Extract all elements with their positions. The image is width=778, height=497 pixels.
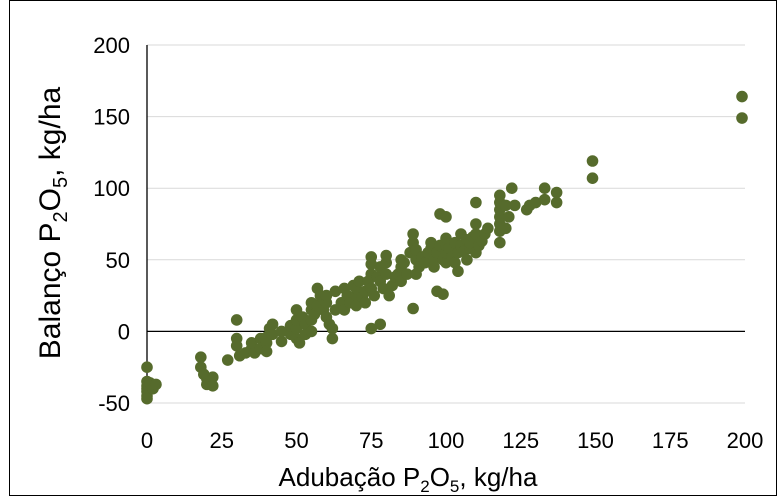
data-point-0-35 xyxy=(275,325,288,338)
data-point-0-77 xyxy=(365,322,378,335)
data-point-0-157 xyxy=(502,211,515,223)
data-point-0-168 xyxy=(586,172,599,184)
data-point-0-0 xyxy=(141,361,153,374)
data-point-0-130 xyxy=(452,265,464,278)
x-tick-label-7: 175 xyxy=(652,428,689,453)
data-point-0-155 xyxy=(500,222,512,235)
x-tick-label-8: 200 xyxy=(727,428,764,453)
x-tick-label-1: 25 xyxy=(210,428,234,453)
data-point-0-143 xyxy=(470,196,482,209)
data-point-0-166 xyxy=(550,196,563,209)
data-point-0-10 xyxy=(195,351,207,363)
data-point-0-60 xyxy=(326,322,339,335)
chart-canvas: 0 25 50 75 100 125 150 175 200 -50 0 50 100 150 200 A… xyxy=(34,33,763,496)
data-point-0-90 xyxy=(380,249,393,262)
data-point-0-32 xyxy=(266,328,279,341)
gridlines xyxy=(147,44,745,404)
x-tick-label-5: 125 xyxy=(502,428,539,453)
x-tick-labels: 0 25 50 75 100 125 150 175 200 xyxy=(141,428,763,453)
data-point-0-98 xyxy=(398,256,410,269)
data-point-0-62 xyxy=(329,285,342,298)
data-point-0-34 xyxy=(275,335,288,348)
data-point-0-9 xyxy=(150,378,162,391)
data-point-0-39 xyxy=(290,322,303,335)
y-tick-label-4: 150 xyxy=(93,105,130,130)
data-point-0-42 xyxy=(293,337,306,349)
data-point-0-112 xyxy=(425,236,437,249)
data-point-0-84 xyxy=(374,318,387,331)
data-point-0-164 xyxy=(538,193,551,206)
data-point-0-165 xyxy=(550,186,563,199)
y-tick-label-2: 50 xyxy=(106,248,130,273)
data-point-0-18 xyxy=(230,314,243,326)
x-tick-label-0: 0 xyxy=(141,428,153,453)
data-point-0-29 xyxy=(260,337,273,349)
data-point-0-17 xyxy=(221,354,234,366)
data-point-0-15 xyxy=(206,371,219,384)
data-point-0-30 xyxy=(260,345,273,358)
data-point-0-33 xyxy=(266,318,279,331)
data-point-0-135 xyxy=(461,253,473,266)
axes xyxy=(146,45,745,403)
data-point-0-147 xyxy=(482,222,494,235)
data-point-0-20 xyxy=(230,339,243,352)
data-point-0-119 xyxy=(437,288,449,300)
x-axis-title: Adubação P2O5, kg/ha xyxy=(279,462,538,496)
data-point-0-69 xyxy=(350,299,363,312)
data-point-0-72 xyxy=(353,275,366,288)
data-point-0-46 xyxy=(305,325,318,338)
data-point-0-125 xyxy=(440,211,452,223)
y-axis-title: Balanço P2O5, kg/ha xyxy=(34,86,72,359)
y-tick-label-0: -50 xyxy=(98,391,130,416)
data-point-0-142 xyxy=(470,218,482,230)
data-point-0-158 xyxy=(505,182,518,194)
data-point-0-88 xyxy=(380,268,393,280)
y-tick-label-5: 200 xyxy=(93,33,130,58)
data-point-0-159 xyxy=(508,199,521,212)
data-point-0-148 xyxy=(494,236,506,249)
x-tick-label-2: 50 xyxy=(284,428,308,453)
data-point-0-101 xyxy=(407,302,419,315)
data-point-0-163 xyxy=(538,182,551,194)
data-point-0-59 xyxy=(326,332,339,345)
x-tick-label-4: 100 xyxy=(428,428,465,453)
data-point-0-57 xyxy=(320,289,333,302)
data-point-0-156 xyxy=(500,199,512,212)
chart-frame: 0 25 50 75 100 125 150 175 200 -50 0 50 100 150 200 A… xyxy=(9,0,777,496)
scatter-points xyxy=(141,90,748,405)
data-point-0-124 xyxy=(440,232,452,245)
data-point-0-109 xyxy=(419,256,431,269)
data-point-0-91 xyxy=(383,289,395,302)
data-point-0-167 xyxy=(586,155,599,167)
data-point-0-154 xyxy=(494,189,506,202)
data-point-0-103 xyxy=(407,228,419,240)
x-tick-label-3: 75 xyxy=(359,428,383,453)
x-tick-label-6: 150 xyxy=(577,428,614,453)
data-point-0-16 xyxy=(206,380,219,392)
data-point-0-82 xyxy=(368,289,381,302)
y-tick-labels: -50 0 50 100 150 200 xyxy=(93,33,130,416)
data-point-0-81 xyxy=(365,251,378,263)
y-tick-label-3: 100 xyxy=(93,176,130,201)
data-point-0-6 xyxy=(141,392,153,405)
y-tick-label-1: 0 xyxy=(118,319,130,344)
data-point-0-162 xyxy=(529,196,542,209)
data-point-0-99 xyxy=(401,268,413,280)
data-point-0-170 xyxy=(736,112,748,124)
data-point-0-169 xyxy=(736,90,748,103)
data-point-0-74 xyxy=(359,296,372,309)
